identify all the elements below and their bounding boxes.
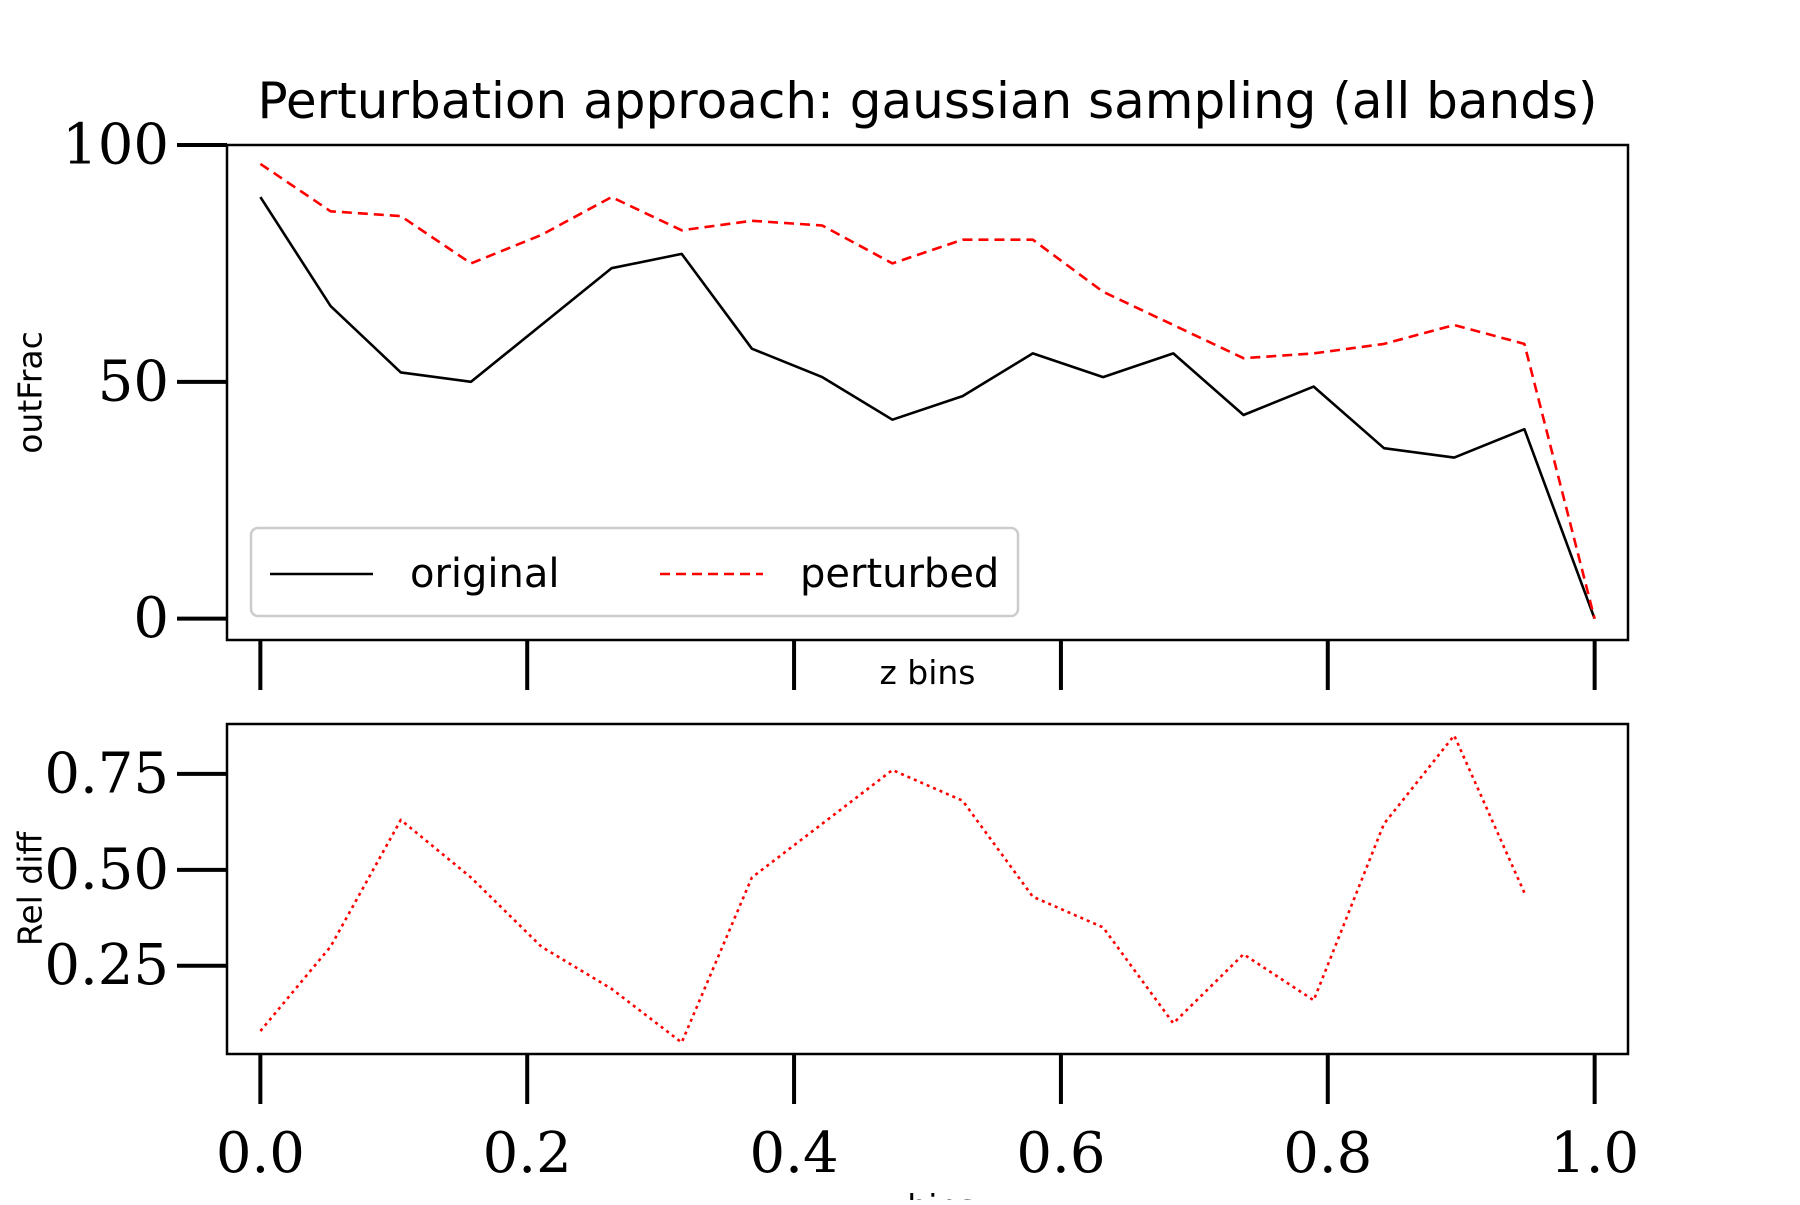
series-line-0-0 [259, 196, 1596, 620]
x-tick-label-1-0: 0.0 [216, 1121, 305, 1186]
legend-label-0: original [410, 551, 560, 597]
x-axis-label-0: z bins [879, 653, 975, 692]
axes-frame-1 [225, 722, 1630, 1056]
axes-frame-0 [225, 143, 1630, 642]
x-tick-label-1-1: 0.2 [483, 1121, 572, 1186]
y-tick-label-1-2: 0.75 [44, 741, 169, 806]
legend-box [249, 526, 1020, 618]
y-axis-label-0: outFrac [11, 331, 50, 454]
x-tick-label-1-5: 1.0 [1550, 1121, 1639, 1186]
legend-label-1: perturbed [800, 551, 999, 597]
y-tick-label-0-2: 100 [62, 113, 169, 178]
x-tick-label-1-2: 0.4 [750, 1121, 839, 1186]
series-line-1-0 [259, 734, 1526, 1044]
y-axis-label-1: Rel diff [11, 831, 50, 947]
chart-title-0: Perturbation approach: gaussian sampling… [257, 72, 1597, 130]
y-tick-label-0-0: 0 [133, 586, 169, 651]
y-tick-label-0-1: 50 [98, 349, 169, 414]
y-tick-label-1-1: 0.50 [44, 837, 169, 902]
x-tick-label-1-3: 0.6 [1016, 1121, 1105, 1186]
y-tick-label-1-0: 0.25 [44, 933, 169, 998]
x-axis-label-1: z bins [879, 1187, 975, 1200]
x-tick-label-1-4: 0.8 [1283, 1121, 1372, 1186]
